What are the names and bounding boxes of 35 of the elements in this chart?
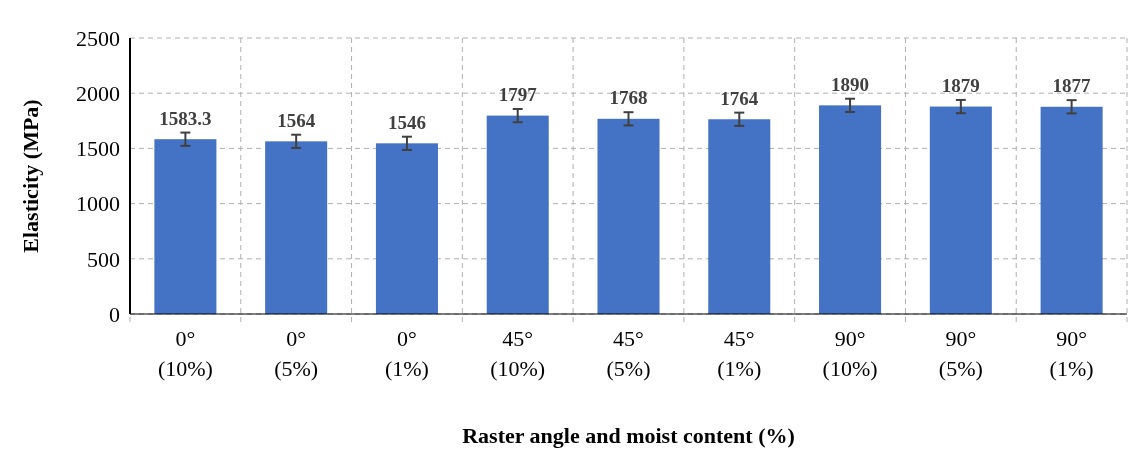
x-tick-label: 45° (10%) xyxy=(490,326,546,381)
x-tick-label: 0° (5%) xyxy=(274,326,319,381)
x-tick-label: 45° (5%) xyxy=(606,326,651,381)
x-tick-label: 45° (1%) xyxy=(717,326,762,381)
bar xyxy=(375,143,438,314)
bar xyxy=(597,118,660,314)
data-label: 1797 xyxy=(498,83,538,105)
bar xyxy=(154,139,217,314)
y-tick-label: 2500 xyxy=(76,25,120,51)
bar xyxy=(929,106,992,314)
data-label: 1879 xyxy=(941,74,980,96)
x-axis-title: Raster angle and moist content (%) xyxy=(462,423,795,448)
bar xyxy=(708,119,771,314)
bar xyxy=(486,115,549,314)
x-tick-label: 0° (10%) xyxy=(157,326,213,381)
y-tick-label: 1500 xyxy=(76,136,120,162)
x-tick-label: 90° (5%) xyxy=(938,326,983,381)
data-label: 1890 xyxy=(831,73,870,95)
y-axis-title: Elasticity (MPa) xyxy=(18,99,43,253)
data-label: 1764 xyxy=(720,87,759,109)
y-tick-label: 500 xyxy=(87,246,120,272)
bar xyxy=(819,105,882,314)
y-tick-label: 0 xyxy=(109,301,120,327)
x-tick-label: 0° (1%) xyxy=(384,326,429,381)
data-label: 1768 xyxy=(609,87,648,109)
data-label: 1877 xyxy=(1052,75,1092,97)
bar xyxy=(265,141,328,314)
y-tick-label: 1000 xyxy=(76,191,120,217)
x-tick-label: 90° (10%) xyxy=(822,326,878,381)
x-tick-label: 90° (1%) xyxy=(1049,326,1094,381)
bar xyxy=(1040,106,1103,314)
data-label: 1583.3 xyxy=(159,107,212,129)
data-label: 1564 xyxy=(277,109,316,131)
y-tick-label: 2000 xyxy=(76,80,120,106)
data-label: 1546 xyxy=(387,111,426,133)
